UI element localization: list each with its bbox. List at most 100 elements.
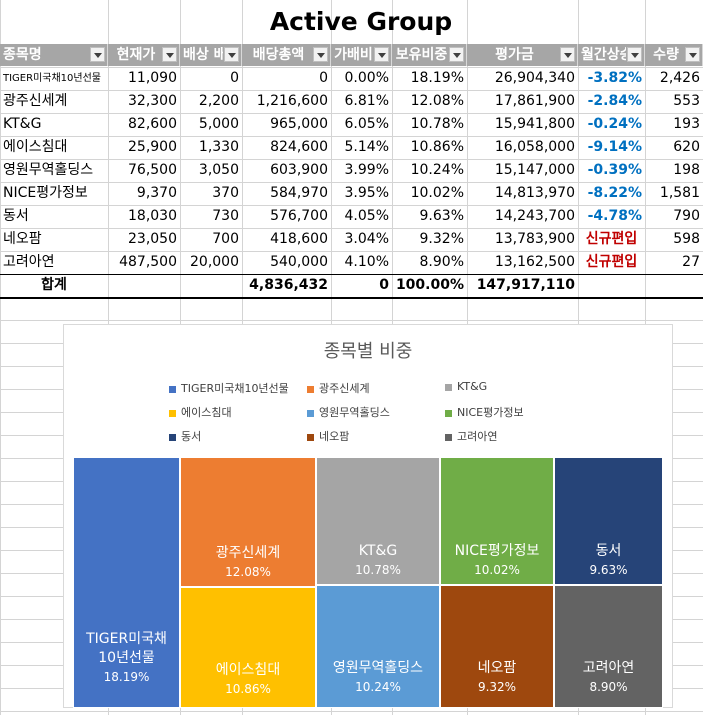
- filter-dropdown-icon[interactable]: [313, 47, 328, 62]
- table-cell[interactable]: -9.14%: [587, 139, 642, 155]
- table-cell[interactable]: 신규편입: [585, 231, 638, 247]
- table-cell[interactable]: 고려아연: [3, 254, 55, 270]
- column-header-5[interactable]: 가배비: [331, 44, 392, 66]
- table-cell[interactable]: 14,813,970: [494, 185, 575, 201]
- column-header-3[interactable]: 배상 배: [180, 44, 242, 66]
- table-cell[interactable]: 824,600: [270, 139, 328, 155]
- table-cell[interactable]: 76,500: [128, 162, 177, 178]
- table-cell[interactable]: 25,900: [128, 139, 177, 155]
- column-header-2[interactable]: 현재가: [108, 44, 180, 66]
- treemap-tile[interactable]: 광주신세계 12.08%: [180, 457, 316, 587]
- table-cell[interactable]: 네오팜: [3, 231, 42, 247]
- table-cell[interactable]: 13,162,500: [494, 254, 575, 270]
- table-cell[interactable]: 26,904,340: [494, 70, 575, 86]
- table-cell[interactable]: 12.08%: [410, 93, 464, 109]
- table-cell[interactable]: 4.10%: [344, 254, 389, 270]
- table-cell[interactable]: 15,941,800: [494, 116, 575, 132]
- table-cell[interactable]: 11,090: [128, 70, 177, 86]
- legend-item[interactable]: TIGER미국채10년선물: [169, 380, 289, 396]
- legend-item[interactable]: NICE평가정보: [445, 404, 524, 420]
- table-cell[interactable]: 965,000: [270, 116, 328, 132]
- table-cell[interactable]: 9,370: [136, 185, 177, 201]
- table-cell[interactable]: 598: [673, 231, 700, 247]
- table-cell[interactable]: 1,330: [198, 139, 239, 155]
- column-header-1[interactable]: 종목명: [0, 44, 108, 66]
- table-cell[interactable]: 553: [673, 93, 700, 109]
- table-cell[interactable]: 1,216,600: [256, 93, 328, 109]
- filter-dropdown-icon[interactable]: [560, 47, 575, 62]
- table-cell[interactable]: 0: [319, 70, 328, 86]
- table-cell[interactable]: 3.95%: [344, 185, 389, 201]
- filter-dropdown-icon[interactable]: [449, 47, 464, 62]
- table-cell[interactable]: 540,000: [270, 254, 328, 270]
- table-cell[interactable]: 동서: [3, 208, 29, 224]
- table-cell[interactable]: KT&G: [3, 116, 42, 132]
- table-cell[interactable]: 576,700: [270, 208, 328, 224]
- column-header-8[interactable]: 월간상승: [578, 44, 645, 66]
- table-cell[interactable]: -4.78%: [587, 208, 642, 224]
- filter-dropdown-icon[interactable]: [90, 47, 105, 62]
- table-cell[interactable]: -0.39%: [587, 162, 642, 178]
- total-cell[interactable]: 합계: [41, 277, 67, 293]
- table-cell[interactable]: 603,900: [270, 162, 328, 178]
- treemap-tile[interactable]: TIGER미국채 10년선물 18.19%: [73, 457, 180, 708]
- filter-dropdown-icon[interactable]: [162, 47, 177, 62]
- table-cell[interactable]: -2.84%: [587, 93, 642, 109]
- table-cell[interactable]: 광주신세계: [3, 93, 68, 109]
- table-cell[interactable]: 10.24%: [410, 162, 464, 178]
- table-cell[interactable]: -8.22%: [587, 185, 642, 201]
- table-cell[interactable]: 17,861,900: [494, 93, 575, 109]
- table-cell[interactable]: 18.19%: [410, 70, 464, 86]
- table-cell[interactable]: 8.90%: [419, 254, 464, 270]
- table-cell[interactable]: 3.04%: [344, 231, 389, 247]
- table-cell[interactable]: 23,050: [128, 231, 177, 247]
- table-cell[interactable]: 620: [673, 139, 700, 155]
- treemap-tile[interactable]: 영원무역홀딩스 10.24%: [316, 585, 440, 708]
- treemap-tile[interactable]: 에이스침대 10.86%: [180, 587, 316, 708]
- table-cell[interactable]: 730: [212, 208, 239, 224]
- column-header-4[interactable]: 배당총액: [242, 44, 331, 66]
- table-cell[interactable]: -3.82%: [587, 70, 642, 86]
- table-cell[interactable]: 9.63%: [419, 208, 464, 224]
- table-cell[interactable]: 영원무역홀딩스: [3, 162, 94, 178]
- table-cell[interactable]: 20,000: [190, 254, 239, 270]
- table-cell[interactable]: 15,147,000: [494, 162, 575, 178]
- table-cell[interactable]: 193: [673, 116, 700, 132]
- table-cell[interactable]: 487,500: [119, 254, 177, 270]
- table-cell[interactable]: NICE평가정보: [3, 185, 88, 201]
- table-cell[interactable]: 5.14%: [344, 139, 389, 155]
- treemap-tile[interactable]: 고려아연 8.90%: [554, 585, 663, 708]
- legend-item[interactable]: 영원무역홀딩스: [307, 404, 390, 420]
- treemap-chart[interactable]: 종목별 비중 TIGER미국채10년선물 광주신세계 KT&G 에이스침대 영원무역홀딩…: [63, 324, 673, 708]
- table-cell[interactable]: 0.00%: [344, 70, 389, 86]
- table-cell[interactable]: 3.99%: [344, 162, 389, 178]
- treemap-tile[interactable]: 동서 9.63%: [554, 457, 663, 585]
- table-cell[interactable]: 2,426: [659, 70, 700, 86]
- table-cell[interactable]: 9.32%: [419, 231, 464, 247]
- table-cell[interactable]: 신규편입: [585, 254, 638, 270]
- total-cell[interactable]: 4,836,432: [249, 277, 328, 293]
- column-header-6[interactable]: 보유비중: [392, 44, 467, 66]
- filter-dropdown-icon[interactable]: [374, 47, 389, 62]
- treemap-tile[interactable]: KT&G 10.78%: [316, 457, 440, 585]
- table-cell[interactable]: 6.81%: [344, 93, 389, 109]
- table-cell[interactable]: 에이스침대: [3, 139, 68, 155]
- table-cell[interactable]: 4.05%: [344, 208, 389, 224]
- legend-item[interactable]: 고려아연: [445, 428, 497, 444]
- table-cell[interactable]: -0.24%: [587, 116, 642, 132]
- table-cell[interactable]: 6.05%: [344, 116, 389, 132]
- table-cell[interactable]: 14,243,700: [494, 208, 575, 224]
- table-cell[interactable]: 13,783,900: [494, 231, 575, 247]
- table-cell[interactable]: 82,600: [128, 116, 177, 132]
- legend-item[interactable]: KT&G: [445, 380, 487, 393]
- table-cell[interactable]: 18,030: [128, 208, 177, 224]
- table-cell[interactable]: 1,581: [659, 185, 700, 201]
- table-cell[interactable]: 32,300: [128, 93, 177, 109]
- table-cell[interactable]: 5,000: [198, 116, 239, 132]
- filter-dropdown-icon[interactable]: [685, 47, 700, 62]
- table-cell[interactable]: 10.02%: [410, 185, 464, 201]
- table-cell[interactable]: 370: [212, 185, 239, 201]
- table-cell[interactable]: 16,058,000: [494, 139, 575, 155]
- filter-dropdown-icon[interactable]: [224, 47, 239, 62]
- table-cell[interactable]: 3,050: [198, 162, 239, 178]
